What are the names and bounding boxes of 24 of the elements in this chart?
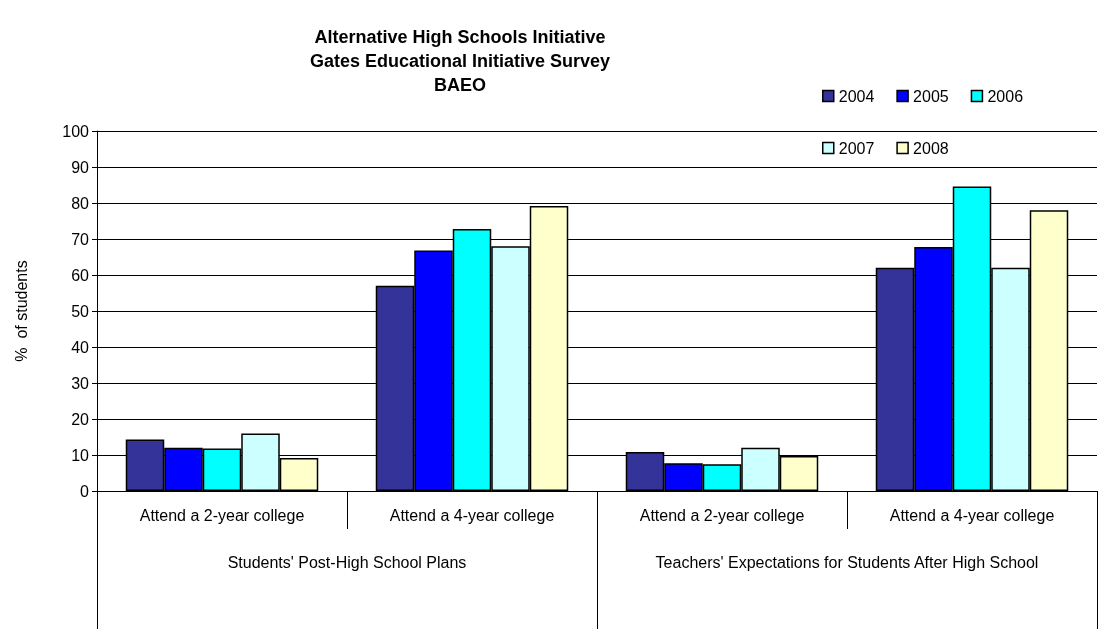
- y-tick-label: 10: [71, 446, 90, 464]
- legend-label: 2008: [913, 139, 949, 157]
- y-tick-label: 50: [71, 302, 90, 320]
- x-tick-label: Attend a 2-year college: [139, 506, 305, 524]
- y-tick-label: 20: [71, 410, 90, 428]
- chart-title: Alternative High Schools Initiative Gates Educational Initiative Survey BAEO: [309, 27, 611, 95]
- x-tick-label: Attend a 4-year college: [889, 506, 1055, 524]
- y-tick-label: 60: [71, 266, 90, 284]
- y-tick-label: 70: [71, 230, 90, 248]
- legend-label: 2004: [838, 87, 875, 105]
- text: Teachers' Expectations for Students After High School: [655, 553, 1039, 571]
- y-tick-label: 90: [71, 158, 90, 176]
- legend-label: 2007: [838, 139, 875, 157]
- text: Students' Post-High School Plans: [227, 553, 467, 571]
- y-tick-label: 0: [80, 482, 90, 500]
- legend-label: 2006: [987, 87, 1024, 105]
- y-tick-label: 80: [71, 194, 90, 212]
- x-tick-label: Attend a 2-year college: [639, 506, 805, 524]
- y-tick-label: 30: [71, 374, 90, 392]
- y-axis-title: % of students: [12, 260, 30, 362]
- x-tick-label: Attend a 4-year college: [389, 506, 555, 524]
- y-tick-label: 100: [62, 122, 90, 140]
- legend-label: 2005: [913, 87, 949, 105]
- y-tick-label: 40: [71, 338, 90, 356]
